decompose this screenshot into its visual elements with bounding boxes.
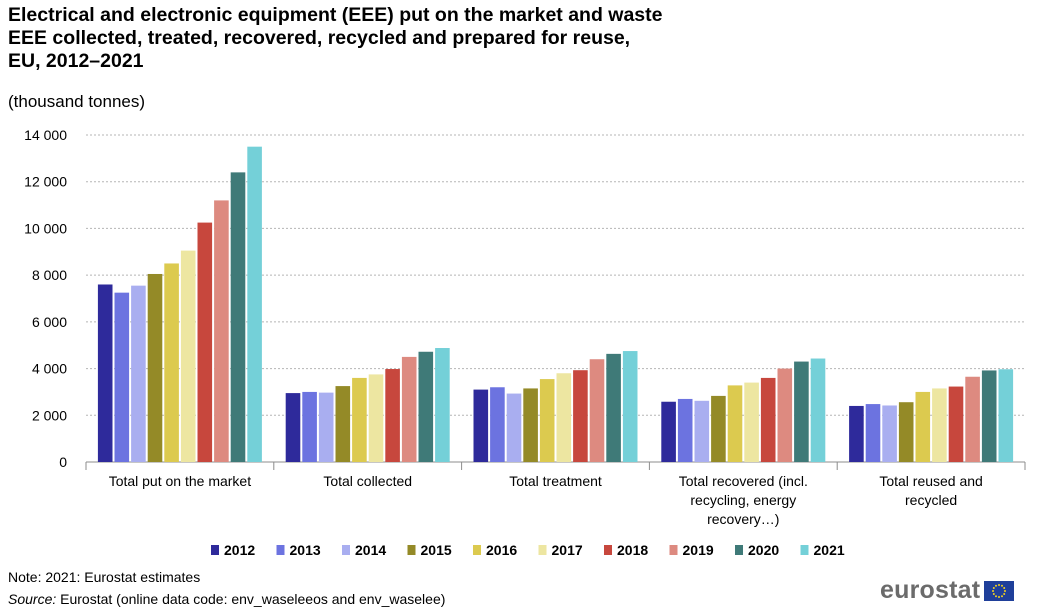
bar-2013-4 [677, 398, 693, 462]
legend-swatch-2018 [604, 545, 612, 555]
eu-flag-icon [984, 580, 1015, 601]
bar-2021-5 [998, 369, 1014, 462]
bar-2015-2 [335, 386, 351, 462]
bar-2012-3 [473, 389, 489, 462]
eurostat-logo: eurostat [880, 576, 1015, 605]
x-tick-label: Total collected [323, 473, 412, 489]
bar-2019-1 [214, 200, 229, 462]
legend-label-2017: 2017 [552, 542, 583, 558]
bar-2020-2 [418, 351, 434, 462]
y-tick-label: 2 000 [32, 407, 67, 423]
bar-2012-4 [661, 401, 676, 462]
bar-2014-3 [506, 393, 522, 462]
bar-2016-3 [539, 379, 555, 462]
bar-2016-5 [915, 391, 931, 462]
bar-2021-1 [247, 146, 262, 462]
bar-2019-5 [965, 376, 980, 462]
legend-swatch-2019 [669, 545, 678, 555]
chart-subtitle: (thousand tonnes) [8, 92, 146, 111]
bar-2016-2 [352, 377, 367, 462]
x-tick-label: Total treatment [509, 473, 602, 489]
bar-2014-4 [694, 400, 710, 462]
bar-2017-5 [932, 388, 947, 462]
legend-swatch-2021 [800, 545, 809, 555]
chart-title-line-3: EU, 2012–2021 [8, 50, 144, 72]
legend-swatch-2015 [407, 545, 416, 555]
bar-2012-5 [849, 405, 864, 462]
bar-2021-3 [622, 351, 638, 462]
legend-label-2014: 2014 [355, 542, 386, 558]
chart-note: Note: 2021: Eurostat estimates [8, 569, 201, 585]
legend-label-2019: 2019 [683, 542, 714, 558]
legend-label-2013: 2013 [290, 542, 321, 558]
bar-chart: 0 2 000 4 000 6 000 8 000 10 000 12 000 14 000 T… [24, 127, 1026, 558]
source-text: Eurostat (online data code: env_waseleeo… [56, 591, 446, 607]
bar-2018-4 [760, 377, 776, 462]
x-tick-label: recycled [905, 492, 957, 508]
y-tick-label: 6 000 [32, 314, 67, 330]
bar-2017-4 [744, 382, 759, 462]
bar-2017-1 [180, 250, 196, 462]
bar-2021-4 [810, 358, 826, 462]
legend-swatch-2012 [211, 545, 219, 555]
bar-2020-5 [981, 370, 997, 462]
chart-title-line-1: Electrical and electronic equipment (EEE… [8, 4, 663, 26]
legend-label-2018: 2018 [617, 542, 648, 558]
legend-swatch-2014 [342, 545, 350, 555]
y-tick-label: 0 [59, 454, 67, 470]
legend-swatch-2013 [276, 545, 285, 555]
bar-2012-1 [97, 284, 113, 462]
x-tick-label: recycling, energy [690, 492, 796, 508]
bar-2017-3 [556, 373, 572, 462]
legend-label-2012: 2012 [224, 542, 255, 558]
chart-source: Source: Eurostat (online data code: env_… [8, 591, 445, 607]
legend-label-2020: 2020 [748, 542, 779, 558]
bar-2013-2 [302, 391, 317, 462]
chart-title-line-2: EEE collected, treated, recovered, recyc… [8, 27, 631, 49]
bar-2014-1 [131, 285, 146, 462]
bar-2013-3 [490, 387, 505, 462]
bar-2012-2 [285, 393, 301, 462]
y-tick-label: 8 000 [32, 267, 67, 283]
bar-2019-2 [401, 356, 417, 462]
bar-2016-1 [164, 263, 179, 462]
bar-2015-4 [711, 395, 726, 462]
bar-2021-2 [435, 348, 450, 462]
legend-swatch-2017 [538, 545, 547, 555]
bar-2013-1 [114, 292, 130, 462]
y-tick-label: 12 000 [24, 174, 67, 190]
y-tick-label: 4 000 [32, 361, 67, 377]
x-tick-label: recovery…) [707, 511, 779, 527]
logo-text: eurostat [880, 576, 981, 604]
legend-label-2016: 2016 [486, 542, 517, 558]
bar-2015-3 [523, 388, 538, 462]
bar-2018-1 [197, 222, 213, 462]
x-tick-label: Total recovered (incl. [679, 473, 808, 489]
bar-2020-4 [794, 361, 809, 462]
x-tick-label: Total reused and [879, 473, 983, 489]
bar-2016-4 [727, 385, 743, 462]
x-tick-label: Total put on the market [109, 473, 252, 489]
bar-2014-5 [882, 405, 897, 462]
legend-label-2021: 2021 [814, 542, 845, 558]
legend-swatch-2016 [473, 545, 481, 555]
bar-2015-1 [147, 273, 163, 462]
bar-2019-3 [589, 359, 605, 462]
bar-2018-5 [948, 386, 964, 462]
legend-label-2015: 2015 [421, 542, 452, 558]
y-tick-label: 14 000 [24, 127, 67, 143]
bar-2013-5 [865, 404, 881, 462]
bar-2020-3 [606, 353, 621, 462]
chart-title: Electrical and electronic equipment (EEE… [8, 4, 1008, 73]
bar-2018-2 [385, 369, 400, 462]
bar-2015-5 [898, 402, 914, 462]
bar-2019-4 [777, 368, 793, 462]
bar-2020-1 [230, 172, 246, 462]
bar-2018-3 [573, 370, 588, 462]
y-tick-label: 10 000 [24, 220, 67, 236]
bar-2017-2 [368, 374, 384, 462]
source-label: Source: [8, 591, 57, 607]
legend-swatch-2020 [735, 545, 743, 555]
bar-2014-2 [318, 392, 334, 462]
